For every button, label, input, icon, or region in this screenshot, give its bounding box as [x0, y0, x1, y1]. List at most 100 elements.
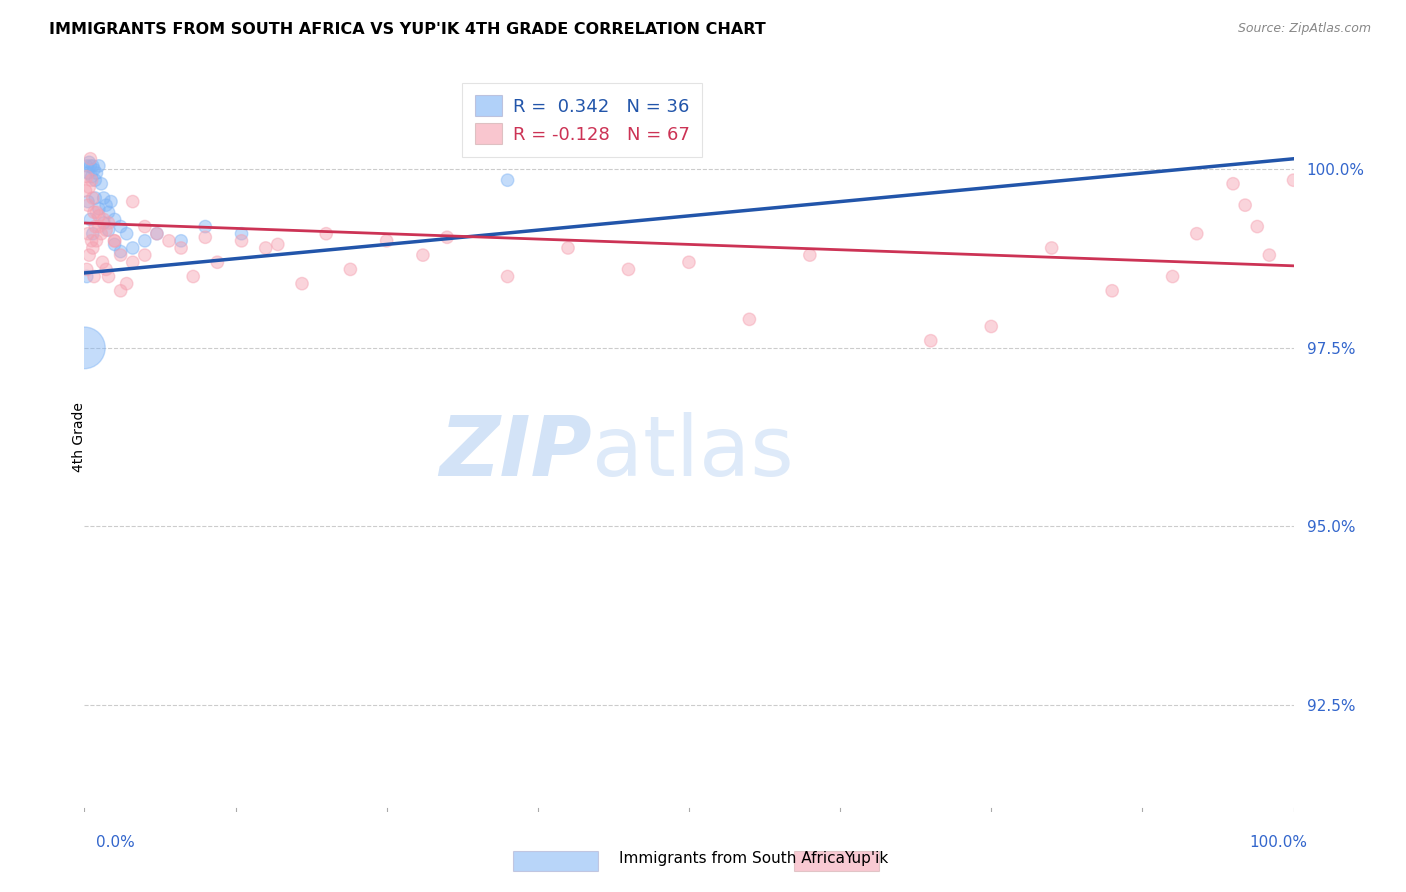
- Text: Immigrants from South Africa: Immigrants from South Africa: [619, 851, 845, 865]
- Point: [97, 216, 120, 230]
- Point: [181, 269, 204, 284]
- Point: [194, 230, 217, 244]
- Point: [375, 234, 398, 248]
- Point: [86, 205, 108, 219]
- Text: IMMIGRANTS FROM SOUTH AFRICA VS YUP'IK 4TH GRADE CORRELATION CHART: IMMIGRANTS FROM SOUTH AFRICA VS YUP'IK 4…: [49, 22, 766, 37]
- Point: [79, 159, 101, 173]
- Point: [207, 255, 229, 269]
- Point: [339, 262, 361, 277]
- Point: [87, 159, 110, 173]
- Point: [134, 234, 156, 248]
- Point: [94, 198, 117, 212]
- Point: [1161, 269, 1184, 284]
- Point: [110, 244, 132, 259]
- Point: [90, 227, 112, 241]
- Point: [97, 205, 120, 219]
- Point: [77, 194, 100, 209]
- Point: [496, 173, 519, 187]
- Point: [146, 227, 169, 241]
- Point: [617, 262, 640, 277]
- Point: [82, 227, 104, 241]
- Point: [100, 194, 122, 209]
- Point: [80, 169, 103, 184]
- Point: [170, 234, 193, 248]
- Point: [267, 237, 290, 252]
- Point: [134, 248, 156, 262]
- Legend: R =  0.342   N = 36, R = -0.128   N = 67: R = 0.342 N = 36, R = -0.128 N = 67: [463, 83, 702, 157]
- Point: [77, 248, 100, 262]
- Point: [79, 152, 101, 166]
- Point: [104, 234, 127, 248]
- Point: [84, 219, 107, 234]
- Point: [87, 219, 110, 234]
- Point: [97, 223, 120, 237]
- Point: [121, 194, 143, 209]
- Point: [80, 173, 103, 187]
- Point: [76, 169, 98, 184]
- Point: [76, 262, 98, 277]
- Point: [231, 227, 253, 241]
- Point: [77, 198, 100, 212]
- Point: [104, 212, 127, 227]
- Point: [93, 216, 115, 230]
- Point: [1258, 248, 1281, 262]
- Point: [110, 248, 132, 262]
- Point: [110, 284, 132, 298]
- Point: [76, 269, 98, 284]
- Point: [93, 191, 115, 205]
- Text: Source: ZipAtlas.com: Source: ZipAtlas.com: [1237, 22, 1371, 36]
- Point: [90, 177, 112, 191]
- Point: [157, 234, 180, 248]
- Point: [146, 227, 169, 241]
- Point: [86, 234, 108, 248]
- Point: [920, 334, 942, 348]
- Point: [79, 212, 101, 227]
- Text: ZIP: ZIP: [440, 411, 592, 492]
- Text: 100.0%: 100.0%: [1250, 836, 1308, 850]
- Point: [496, 269, 519, 284]
- Point: [93, 212, 115, 227]
- Point: [83, 269, 105, 284]
- Point: [77, 155, 100, 169]
- Point: [291, 277, 314, 291]
- Point: [97, 269, 120, 284]
- Text: atlas: atlas: [592, 411, 794, 492]
- Point: [82, 191, 104, 205]
- Point: [1222, 177, 1244, 191]
- Point: [678, 255, 700, 269]
- Point: [83, 205, 105, 219]
- Point: [738, 312, 761, 326]
- Point: [84, 173, 107, 187]
- Point: [1185, 227, 1208, 241]
- Point: [82, 241, 104, 255]
- Point: [86, 166, 108, 180]
- Point: [134, 219, 156, 234]
- Point: [1246, 219, 1268, 234]
- Point: [1234, 198, 1257, 212]
- Point: [73, 341, 96, 355]
- Point: [94, 262, 117, 277]
- Point: [194, 219, 217, 234]
- Y-axis label: 4th Grade: 4th Grade: [72, 402, 86, 472]
- Point: [1101, 284, 1123, 298]
- Point: [75, 184, 97, 198]
- Point: [77, 227, 100, 241]
- Point: [94, 223, 117, 237]
- Point: [80, 234, 103, 248]
- Point: [82, 159, 104, 173]
- Point: [76, 159, 98, 173]
- Point: [799, 248, 821, 262]
- Point: [83, 162, 105, 177]
- Point: [231, 234, 253, 248]
- Point: [121, 255, 143, 269]
- Point: [110, 219, 132, 234]
- Point: [77, 180, 100, 194]
- Point: [412, 248, 434, 262]
- Point: [1282, 173, 1305, 187]
- Point: [1040, 241, 1063, 255]
- Text: 0.0%: 0.0%: [96, 836, 135, 850]
- Point: [84, 191, 107, 205]
- Point: [87, 202, 110, 216]
- Point: [87, 209, 110, 223]
- Point: [115, 277, 138, 291]
